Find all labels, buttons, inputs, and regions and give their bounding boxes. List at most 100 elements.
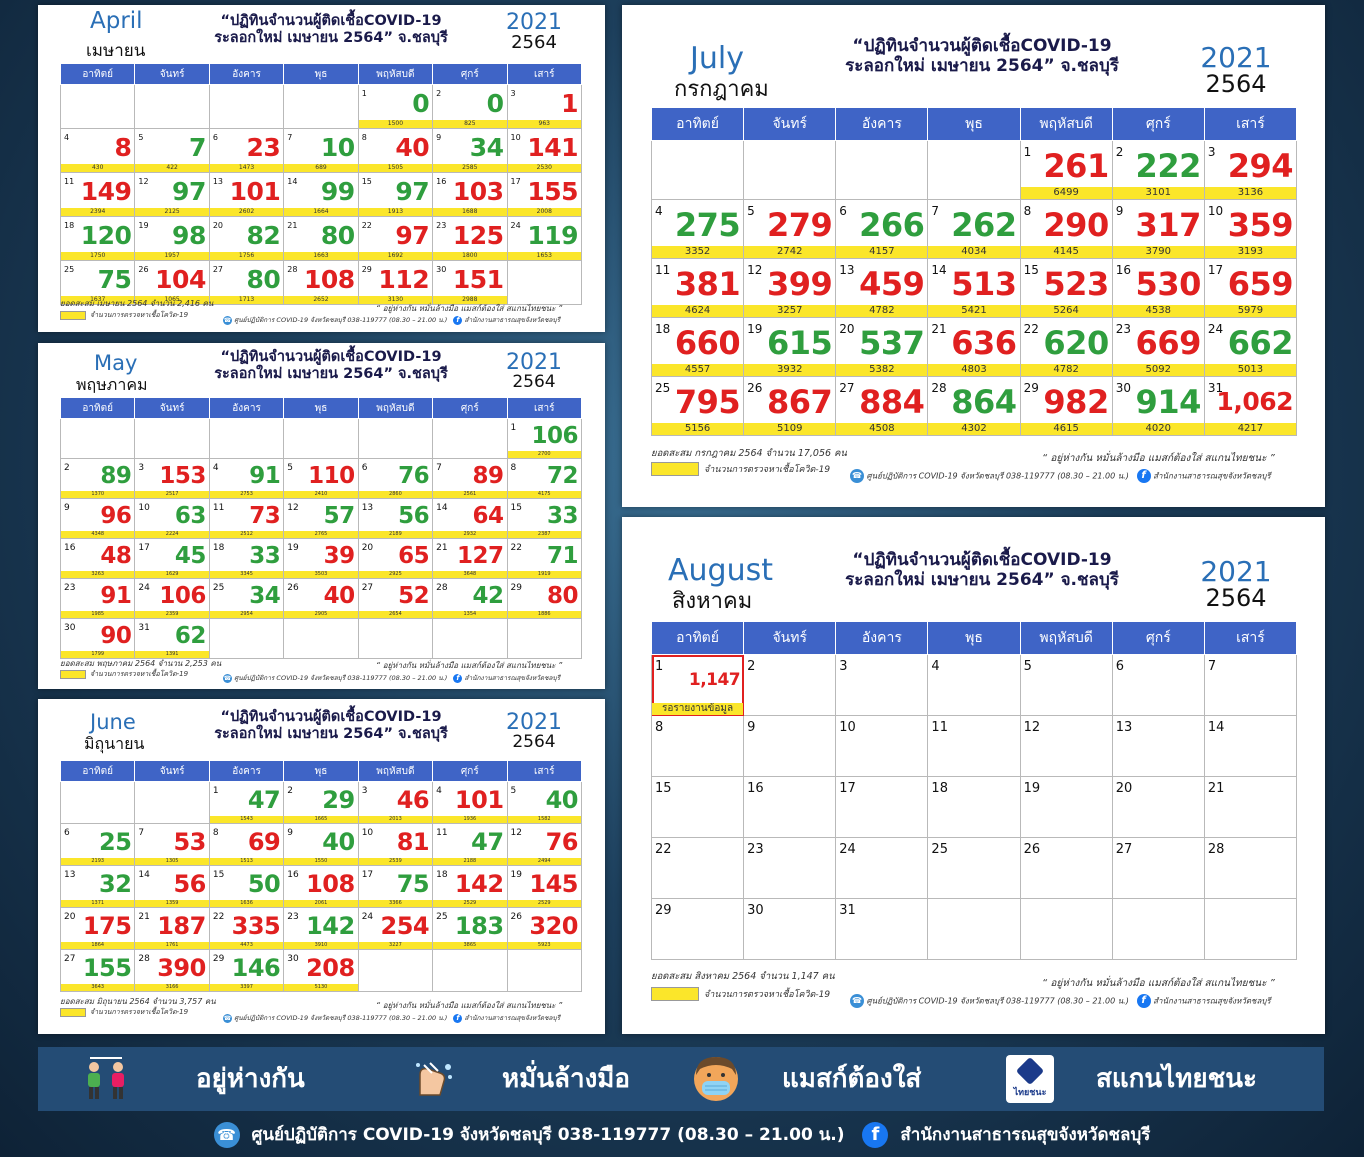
empty-cell — [432, 949, 508, 992]
test-count: 1637 — [61, 296, 134, 304]
case-count: 76 — [398, 462, 430, 489]
test-count: 3397 — [210, 984, 283, 991]
test-count: 5013 — [1205, 364, 1296, 376]
day-number: 25 — [655, 381, 671, 395]
day-cell: 13 101 2602 — [208, 172, 285, 217]
test-count: 3257 — [744, 305, 835, 317]
day-number: 28 — [436, 583, 448, 593]
test-count: 5156 — [652, 423, 743, 435]
day-cell: 18 142 2529 — [432, 865, 508, 908]
day-number: 16 — [747, 781, 764, 796]
day-number: 12 — [510, 828, 522, 838]
test-count: 1629 — [135, 571, 209, 578]
test-count: 5382 — [836, 364, 927, 376]
day-cell: 20 537 5382 — [835, 317, 929, 377]
case-count: 34 — [469, 133, 504, 162]
case-count: 151 — [452, 265, 504, 294]
test-count: 2224 — [135, 531, 209, 538]
day-number: 11 — [655, 263, 671, 277]
phone-icon: ☎ — [223, 315, 232, 325]
case-count: 81 — [396, 828, 430, 856]
case-count: 141 — [527, 133, 578, 162]
day-cell: 4 8 430 — [59, 128, 136, 173]
day-number: 15 — [1023, 263, 1039, 277]
case-count: 32 — [99, 870, 132, 898]
week-row: 1 106 2700 — [59, 418, 583, 459]
day-cell: 25 34 2954 — [208, 578, 285, 619]
day-number: 22 — [655, 842, 672, 857]
day-number: 24 — [138, 583, 150, 593]
day-cell: 25 183 3865 — [432, 907, 508, 950]
test-count: 2517 — [135, 491, 209, 498]
day-number: 6 — [1115, 659, 1124, 674]
test-count: 2539 — [359, 858, 432, 865]
case-count: 615 — [766, 324, 833, 362]
year-be: 2564 — [511, 32, 557, 54]
day-cell: 1 47 1543 — [208, 781, 285, 824]
test-count: 1886 — [508, 611, 581, 618]
day-cell: 1 261 6499 — [1019, 140, 1113, 200]
case-count: 390 — [157, 954, 206, 982]
day-number: 12 — [1023, 720, 1041, 735]
calendar-grid: อาทิตย์ จันทร์ อังคาร พุธ พฤหัสบดี ศุกร์ เสาร์… — [59, 397, 583, 659]
empty-cell — [357, 618, 434, 659]
day-cell: 29 146 3397 — [208, 949, 285, 992]
weekday-header: เสาร์ — [506, 397, 583, 419]
case-count: 523 — [1043, 265, 1109, 303]
day-cell: 29 — [650, 898, 745, 960]
week-row: 27 155 3643 28 390 3166 29 146 3397 30 208 5130 — [59, 949, 583, 992]
weekday-header: อาทิตย์ — [59, 760, 136, 782]
day-number: 31 — [839, 903, 856, 918]
case-count: 620 — [1043, 324, 1109, 362]
day-cell: 10 141 2530 — [506, 128, 583, 173]
day-cell: 16 530 4538 — [1111, 258, 1205, 318]
test-count: 1985 — [61, 611, 134, 618]
test-count: 5130 — [284, 984, 358, 991]
test-count: 2561 — [433, 491, 507, 498]
calendar-title: “ปฏิทินจำนวนผู้ติดเชื้อCOVID-19 ระลอกใหม… — [166, 709, 496, 742]
weekday-header: ศุกร์ — [1111, 107, 1205, 141]
case-count: 145 — [529, 870, 578, 898]
case-count: 8 — [114, 133, 132, 162]
week-row: 25 795 5156 26 867 5109 27 884 4508 28 864 4302 29 98… — [650, 376, 1298, 436]
test-count: 4302 — [928, 423, 1020, 435]
case-count: 64 — [472, 502, 505, 529]
day-cell: 21 127 3648 — [432, 538, 508, 579]
case-count: 91 — [249, 462, 281, 489]
week-row: 4 8 430 5 7 422 6 23 1473 7 10 689 8 40 1505 9 34 2585 10 1… — [59, 128, 583, 173]
day-number: 21 — [931, 322, 947, 336]
test-count: 3352 — [652, 246, 743, 258]
day-cell: 7 89 2561 — [432, 458, 508, 499]
calendar-july: July กรกฎาคม “ปฏิทินจำนวนผู้ติดเชื้อCOVI… — [622, 5, 1325, 507]
day-number: 5 — [287, 463, 293, 473]
day-cell: 11 73 2512 — [208, 498, 285, 539]
campaign-scan: สแกนไทยชนะ — [1096, 1064, 1257, 1094]
calendar-june: June มิถุนายน “ปฏิทินจำนวนผู้ติดเชื้อCOV… — [38, 699, 605, 1034]
test-count: 422 — [135, 164, 209, 172]
test-count: 1663 — [284, 252, 358, 260]
day-cell: 6 266 4157 — [835, 199, 929, 259]
case-count: 104 — [155, 265, 206, 294]
campaign-mask: แมสก์ต้องใส่ — [782, 1064, 922, 1094]
test-count: 4615 — [1021, 423, 1112, 435]
week-row: 30 90 1799 31 62 1391 — [59, 618, 583, 659]
case-count: 659 — [1227, 265, 1294, 303]
test-count: 4473 — [210, 942, 283, 949]
facebook-icon: f — [453, 1013, 463, 1023]
day-cell: 26 — [1019, 837, 1113, 899]
month-name-en: June — [90, 710, 136, 734]
day-cell: 11 — [927, 715, 1021, 777]
day-number: 7 — [436, 463, 442, 473]
day-cell: 12 57 2765 — [283, 498, 359, 539]
test-count: 2988 — [433, 296, 507, 304]
day-cell: 19 615 3932 — [743, 317, 837, 377]
week-row: 2 89 1370 3 153 2517 4 91 2753 5 110 2410 6 76 2860 7 89… — [59, 458, 583, 499]
day-cell: 28 42 1354 — [432, 578, 508, 619]
day-cell: 9 96 4348 — [59, 498, 136, 539]
month-name-th: สิงหาคม — [672, 589, 753, 614]
day-number: 9 — [436, 133, 442, 142]
day-cell: 16 103 1688 — [432, 172, 508, 217]
year-be: 2564 — [512, 372, 556, 393]
day-cell: 17 155 2008 — [506, 172, 583, 217]
test-count: 430 — [61, 164, 134, 172]
